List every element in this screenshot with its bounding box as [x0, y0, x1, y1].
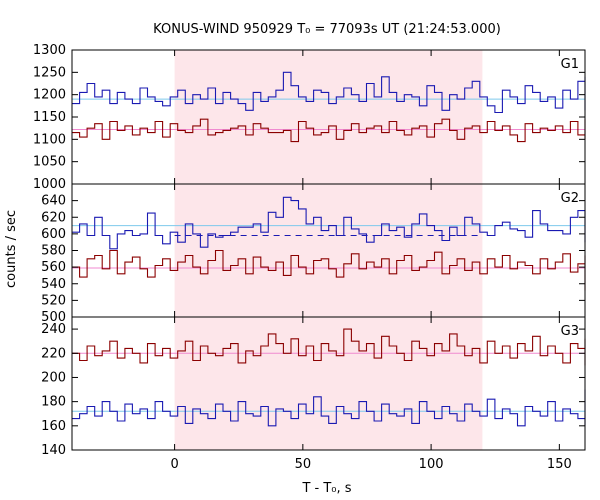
x-tick-label: 100: [419, 457, 444, 472]
shaded-interval: [174, 184, 483, 317]
y-tick-label: 1250: [33, 65, 66, 80]
y-tick-label: 520: [41, 293, 66, 308]
y-axis-label: counts / sec: [4, 210, 19, 288]
y-tick-label: 500: [41, 310, 66, 325]
y-tick-label: 580: [41, 244, 66, 259]
y-tick-label: 600: [41, 227, 66, 242]
y-tick-label: 1000: [33, 177, 66, 192]
y-tick-label: 620: [41, 210, 66, 225]
y-tick-label: 540: [41, 277, 66, 292]
y-tick-label: 1200: [33, 88, 66, 103]
y-tick-label: 180: [41, 395, 66, 410]
y-tick-label: 160: [41, 419, 66, 434]
y-tick-label: 200: [41, 370, 66, 385]
chart-title: KONUS-WIND 950929 T₀ = 77093s UT (21:24:…: [153, 22, 501, 37]
panel-g1: 1000 1050 1100 1150 1200 1250 1300 G1: [33, 43, 586, 192]
y-tick-label: 220: [41, 346, 66, 361]
y-tick-label: 1050: [33, 155, 66, 170]
y-tick-label: 560: [41, 260, 66, 275]
shaded-interval: [174, 50, 483, 184]
shaded-interval: [174, 317, 483, 450]
y-tick-label: 1100: [33, 132, 66, 147]
panel-frame: [71, 316, 586, 451]
y-tick-label: 240: [41, 322, 66, 337]
x-tick-label: 50: [295, 457, 312, 472]
y-tick-label: 140: [41, 443, 66, 458]
y-tick-label: 640: [41, 194, 66, 209]
x-axis-label: T - T₀, s: [301, 481, 351, 496]
y-tick-label: 1150: [33, 110, 66, 125]
panel-label: G3: [561, 324, 579, 339]
x-tick-label: 150: [547, 457, 572, 472]
panel-g3: 140 160 180 200 220 240 G3: [41, 316, 586, 458]
panel-label: G2: [561, 191, 579, 206]
y-tick-label: 1300: [33, 43, 66, 58]
panel-label: G1: [561, 57, 579, 72]
x-tick-label: 0: [170, 457, 178, 472]
panels-group: 1000105011001150120012501300G15005205405…: [33, 43, 586, 472]
